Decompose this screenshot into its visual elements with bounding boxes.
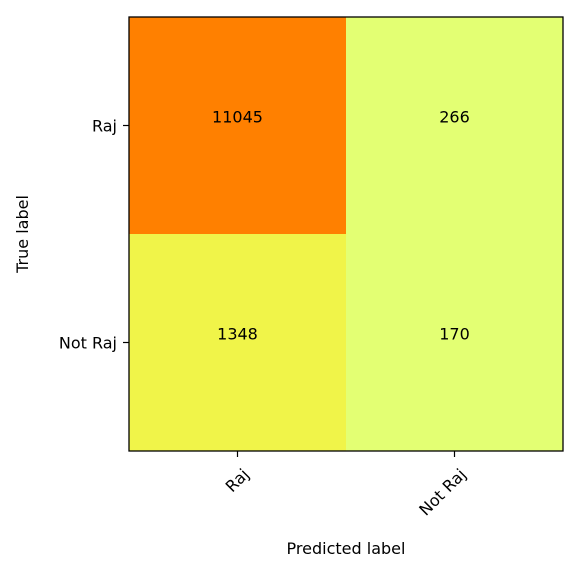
heatmap-cell-r0-c0 (129, 17, 346, 234)
y-tick-label-0: Raj (92, 117, 117, 136)
cell-value-label-r0-c1: 266 (439, 108, 470, 127)
cell-value-label-r1-c1: 170 (439, 325, 470, 344)
heatmap-cell-r1-c0 (129, 234, 346, 451)
cell-value-label-r1-c0: 1348 (217, 325, 258, 344)
x-tick-label-1: Not Raj (415, 465, 470, 520)
cell-value-label-r0-c0: 11045 (212, 108, 263, 127)
heatmap-cell-r1-c1 (346, 234, 563, 451)
heatmap-cell-r0-c1 (346, 17, 563, 234)
y-axis-label: True label (13, 195, 32, 274)
heatmap-cells: 11045 266 1348 170 (129, 17, 563, 451)
y-tick-label-1: Not Raj (59, 334, 117, 353)
x-axis-label: Predicted label (287, 539, 406, 558)
x-tick-label-0: Raj (222, 465, 253, 496)
plot-frame (128, 16, 564, 452)
